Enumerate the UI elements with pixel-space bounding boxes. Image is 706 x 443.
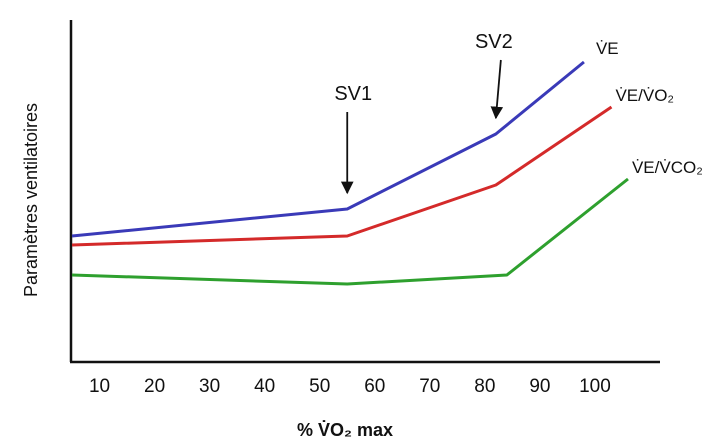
series-line-1: [71, 105, 613, 247]
x-tick-label: 60: [364, 376, 385, 397]
series-labels: V̇E V̇E/V̇O₂ V̇E/V̇CO₂: [596, 39, 703, 177]
series-label-1: V̇E/V̇O₂: [615, 86, 674, 105]
x-tick-label: 10: [89, 376, 110, 397]
x-tick-label: 50: [309, 376, 330, 397]
annotation-label-1: SV2: [475, 31, 513, 53]
y-axis-title: Paramètres ventilatoires: [21, 103, 41, 297]
annotation-arrow-1: [490, 59, 504, 120]
x-tick-label: 20: [144, 376, 165, 397]
series-label-2: V̇E/V̇CO₂: [632, 158, 703, 177]
series-line-2: [71, 177, 629, 286]
annotation-label-0: SV1: [334, 83, 372, 105]
x-tick-label: 80: [474, 376, 495, 397]
x-tick-label: 100: [579, 376, 611, 397]
x-tick-label: 30: [199, 376, 220, 397]
x-axis-title: % V̇O₂ max: [297, 419, 393, 440]
x-tick-label: 70: [419, 376, 440, 397]
x-tick-label: 90: [529, 376, 550, 397]
series-lines: [71, 60, 629, 286]
series-line-0: [71, 60, 585, 238]
axes: [69, 20, 660, 364]
x-tick-label: 40: [254, 376, 275, 397]
series-label-0: V̇E: [596, 39, 619, 58]
x-tick-labels: 10 20 30 40 50 60 70 80 90 100: [89, 376, 611, 397]
annotations: SV1 SV2: [334, 31, 513, 195]
